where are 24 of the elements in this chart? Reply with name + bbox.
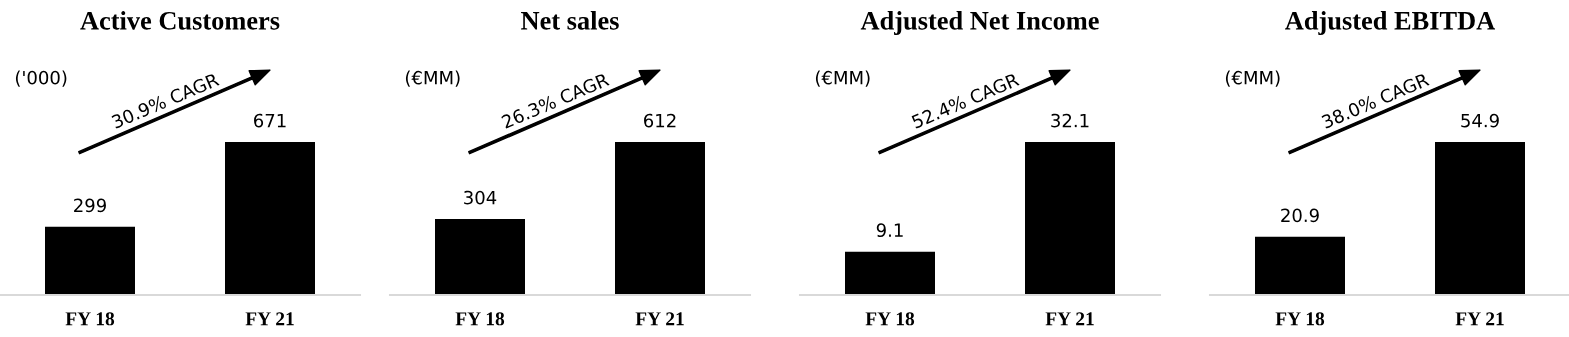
chart-title: Net sales (521, 11, 619, 30)
x-tick-label: FY 21 (635, 312, 684, 326)
x-tick-label: FY 21 (245, 312, 294, 326)
data-label: 304 (464, 190, 497, 205)
data-label: 671 (254, 113, 286, 128)
text: (€MM) (405, 70, 460, 87)
chart-title: Adjusted EBITDA (1285, 11, 1496, 36)
x-tick-label: FY 21 (1455, 312, 1504, 326)
data-label: 612 (644, 113, 676, 128)
text: ('000) (15, 70, 67, 87)
data-label: 32.1 (1051, 113, 1089, 128)
chart-title: Adjusted Net Income (860, 11, 1099, 36)
x-tick-label: FY 18 (455, 312, 505, 326)
data-label: 9.1 (876, 223, 903, 238)
x-tick-label: FY 18 (865, 312, 915, 326)
x-tick-label: FY 18 (1275, 312, 1325, 326)
data-label: 54.9 (1461, 113, 1499, 128)
x-tick-label: FY 21 (1045, 312, 1094, 326)
chart-title: Active Customers (80, 11, 280, 30)
text: (€MM) (815, 70, 870, 87)
data-label: 20.9 (1281, 208, 1319, 223)
x-tick-label: FY 18 (65, 312, 115, 326)
text: (€MM) (1225, 70, 1280, 87)
data-label: 299 (74, 198, 106, 213)
